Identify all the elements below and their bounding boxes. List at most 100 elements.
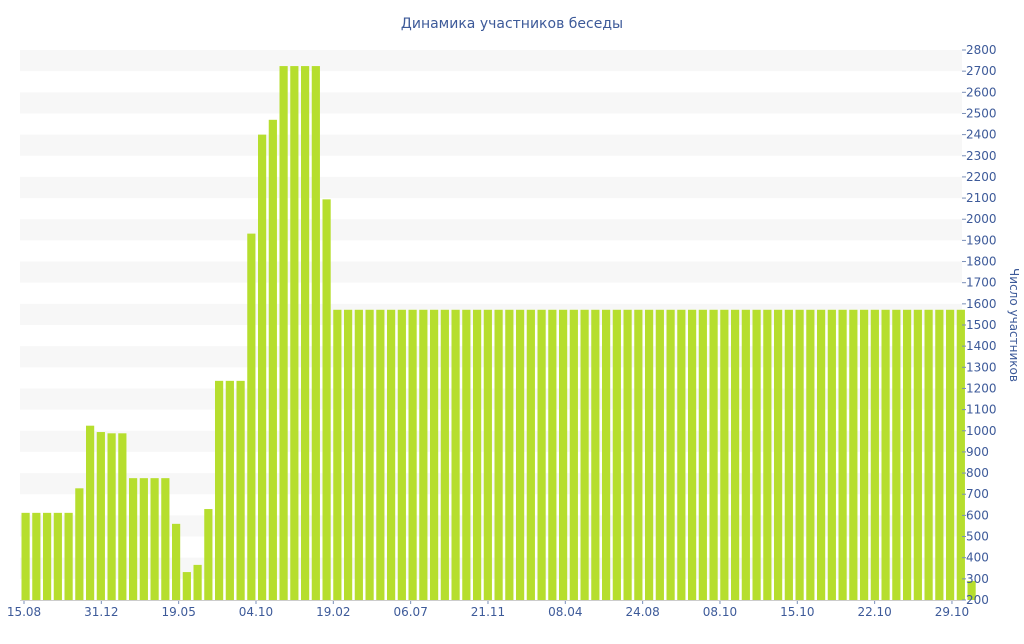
bar[interactable] (602, 309, 611, 600)
bar[interactable] (709, 309, 718, 600)
bar[interactable] (387, 309, 396, 600)
bar[interactable] (548, 309, 557, 600)
y-tick-label: 700 (966, 487, 989, 501)
bar[interactable] (419, 309, 428, 600)
x-tick-label: 19.05 (161, 605, 195, 619)
bar[interactable] (64, 512, 73, 600)
bar[interactable] (720, 309, 729, 600)
bar[interactable] (236, 380, 245, 600)
bar[interactable] (440, 309, 449, 600)
bar[interactable] (354, 309, 363, 600)
bar[interactable] (397, 309, 406, 600)
bar[interactable] (870, 309, 879, 600)
y-tick-label: 2500 (966, 106, 997, 120)
bar[interactable] (118, 433, 127, 600)
bar[interactable] (924, 309, 933, 600)
bar[interactable] (161, 478, 170, 600)
bar[interactable] (376, 309, 385, 600)
bar[interactable] (892, 309, 901, 600)
bar[interactable] (666, 309, 675, 600)
bar[interactable] (408, 309, 417, 600)
bar[interactable] (784, 309, 793, 600)
bar[interactable] (580, 309, 589, 600)
bar[interactable] (956, 309, 965, 600)
bar[interactable] (946, 309, 955, 600)
bar[interactable] (817, 309, 826, 600)
bar[interactable] (752, 309, 761, 600)
bar[interactable] (172, 523, 181, 600)
bar[interactable] (365, 309, 374, 600)
bar[interactable] (279, 66, 288, 601)
bar[interactable] (516, 309, 525, 600)
bar[interactable] (526, 309, 535, 600)
bar[interactable] (344, 309, 353, 600)
bar[interactable] (827, 309, 836, 600)
bar[interactable] (623, 309, 632, 600)
bar[interactable] (32, 512, 41, 600)
bar[interactable] (838, 309, 847, 600)
bar[interactable] (215, 380, 224, 600)
bar[interactable] (741, 309, 750, 600)
bar[interactable] (795, 309, 804, 600)
bar[interactable] (301, 66, 310, 601)
bar[interactable] (537, 309, 546, 600)
bar[interactable] (150, 478, 159, 600)
bar[interactable] (129, 478, 138, 600)
y-tick-label: 200 (966, 593, 989, 607)
bar[interactable] (967, 580, 976, 600)
bar[interactable] (860, 309, 869, 600)
bar[interactable] (311, 66, 320, 601)
bar[interactable] (322, 199, 331, 600)
bar[interactable] (688, 309, 697, 600)
bar[interactable] (462, 309, 471, 600)
bar[interactable] (225, 380, 234, 600)
bar[interactable] (913, 309, 922, 600)
bar[interactable] (96, 432, 105, 600)
bar[interactable] (881, 309, 890, 600)
bar[interactable] (612, 309, 621, 600)
bar[interactable] (591, 309, 600, 600)
y-axis-label: Число участников (1007, 268, 1021, 382)
bar[interactable] (290, 66, 299, 601)
bar[interactable] (645, 309, 654, 600)
bar[interactable] (494, 309, 503, 600)
bar[interactable] (731, 309, 740, 600)
bar[interactable] (258, 134, 267, 600)
bar[interactable] (268, 119, 277, 601)
bar[interactable] (21, 512, 30, 600)
bar[interactable] (53, 512, 62, 600)
bar[interactable] (677, 309, 686, 600)
y-tick-label: 1800 (966, 255, 997, 269)
bar[interactable] (806, 309, 815, 600)
bar[interactable] (505, 309, 514, 600)
bar[interactable] (193, 564, 202, 600)
bar[interactable] (430, 309, 439, 600)
bar[interactable] (182, 572, 191, 600)
bar[interactable] (698, 309, 707, 600)
y-tick-label: 1700 (966, 276, 997, 290)
bar[interactable] (634, 309, 643, 600)
bar[interactable] (903, 309, 912, 600)
bar[interactable] (559, 309, 568, 600)
bar[interactable] (139, 478, 148, 600)
bar[interactable] (849, 309, 858, 600)
bar[interactable] (655, 309, 664, 600)
bar[interactable] (483, 309, 492, 600)
bar[interactable] (204, 509, 213, 600)
bar[interactable] (43, 512, 52, 600)
bar[interactable] (107, 433, 116, 600)
bar[interactable] (569, 309, 578, 600)
bar[interactable] (247, 233, 256, 600)
bar[interactable] (473, 309, 482, 600)
y-tick-label: 1100 (966, 403, 997, 417)
bar[interactable] (774, 309, 783, 600)
bar[interactable] (86, 425, 95, 600)
bar[interactable] (333, 309, 342, 600)
bar[interactable] (75, 488, 84, 600)
bar[interactable] (763, 309, 772, 600)
grid-band (20, 261, 962, 283)
bar[interactable] (935, 309, 944, 600)
bar[interactable] (451, 309, 460, 600)
